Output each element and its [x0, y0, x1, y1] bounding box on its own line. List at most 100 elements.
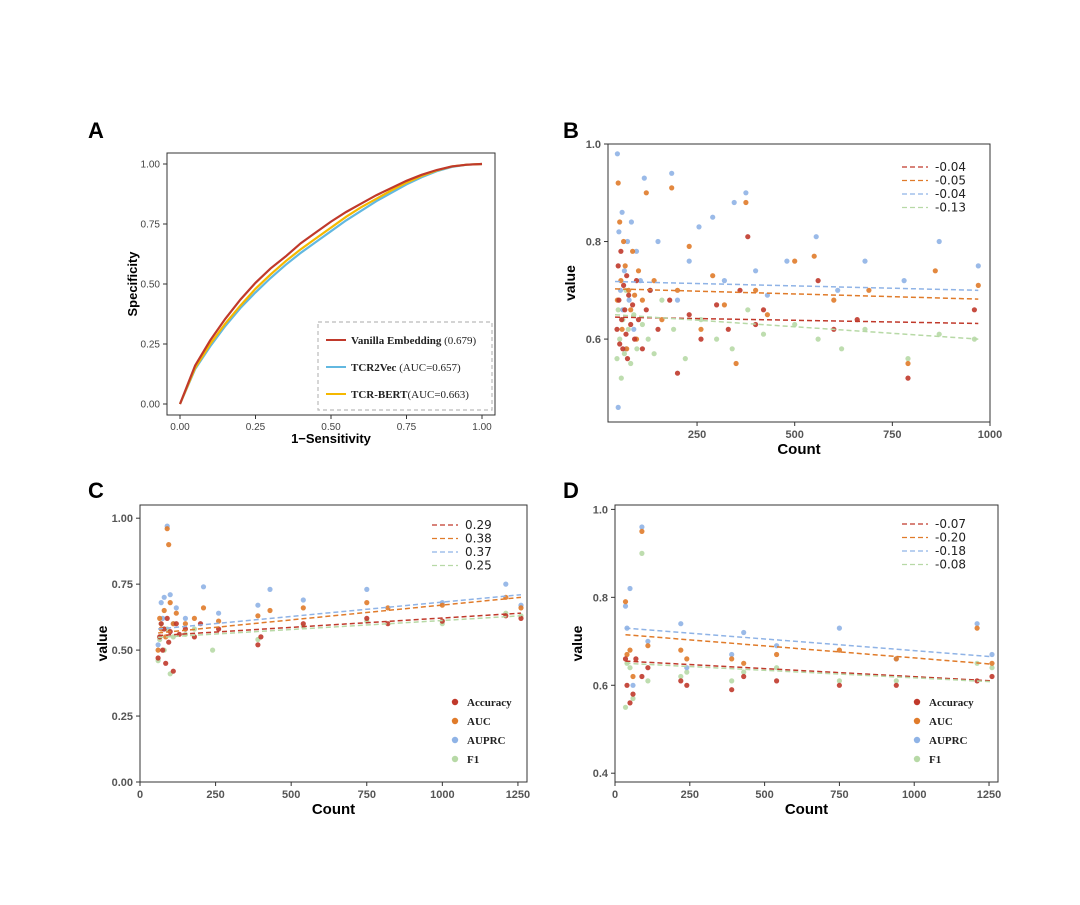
- x-tick-label: 1.00: [472, 422, 492, 433]
- data-point: [729, 687, 735, 693]
- data-point: [300, 605, 306, 611]
- coefficient-label: -0.08: [935, 558, 966, 572]
- coefficient-label: 0.25: [465, 559, 492, 573]
- data-point: [622, 656, 629, 662]
- y-tick-label: 0.75: [112, 579, 133, 591]
- data-point: [893, 678, 899, 684]
- data-point: [714, 302, 720, 308]
- data-point: [901, 278, 907, 284]
- data-point: [698, 336, 704, 342]
- data-point: [989, 673, 995, 680]
- data-point: [729, 678, 735, 684]
- data-point: [743, 190, 749, 196]
- y-tick-label: 0.50: [141, 280, 161, 291]
- x-tick-label: 1000: [430, 789, 454, 801]
- data-point: [905, 375, 911, 381]
- data-point: [619, 326, 625, 332]
- data-point: [741, 660, 747, 666]
- y-tick-label: 0.75: [141, 220, 161, 231]
- x-tick-label: 250: [681, 789, 699, 801]
- x-tick-label: 0: [612, 789, 618, 801]
- legend-series-detail: (0.679): [441, 335, 476, 347]
- data-point: [764, 312, 771, 318]
- trend-line: [615, 316, 979, 325]
- data-point: [616, 229, 622, 235]
- data-point: [893, 656, 899, 662]
- data-point: [639, 524, 645, 530]
- data-point: [155, 642, 161, 648]
- data-point: [635, 268, 642, 274]
- data-point: [836, 625, 843, 631]
- legend-marker: [913, 717, 921, 725]
- data-point: [621, 351, 628, 357]
- data-point: [686, 258, 692, 264]
- data-point: [975, 263, 981, 269]
- data-point: [615, 263, 621, 269]
- y-axis-label: value: [569, 625, 585, 661]
- data-point: [674, 287, 681, 293]
- data-point: [684, 669, 690, 675]
- data-point: [626, 297, 632, 303]
- data-point: [182, 621, 188, 627]
- data-point: [173, 621, 179, 627]
- trend-line: [625, 627, 993, 658]
- data-point: [618, 248, 624, 254]
- data-point: [989, 651, 995, 658]
- data-point: [645, 643, 651, 649]
- data-point: [811, 253, 817, 259]
- data-point: [615, 180, 621, 186]
- data-point: [161, 594, 167, 600]
- data-point: [905, 356, 911, 362]
- data-point: [622, 603, 629, 609]
- chart-a-roc: 0.00 0.25 0.50 0.75 1.00 0.00 0.25 0.50 0.75 1.00…: [125, 152, 496, 446]
- data-point: [836, 682, 843, 688]
- x-tick-label: 250: [206, 789, 224, 801]
- data-point: [155, 647, 161, 653]
- data-point: [617, 219, 623, 225]
- data-point: [866, 287, 872, 293]
- data-point: [774, 651, 780, 658]
- data-point: [839, 346, 845, 352]
- y-tick-label: 1.00: [141, 160, 161, 171]
- legend-marker: [913, 698, 921, 706]
- legend-marker: [913, 736, 921, 744]
- trend-line: [625, 660, 993, 682]
- data-point: [639, 550, 645, 557]
- data-point: [617, 341, 623, 347]
- data-point: [643, 190, 649, 196]
- data-point: [632, 292, 638, 298]
- data-point: [678, 647, 684, 653]
- data-point: [164, 615, 170, 622]
- data-point: [161, 607, 167, 614]
- data-point: [623, 331, 629, 337]
- panel-label-c: C: [88, 478, 104, 503]
- data-point: [760, 307, 767, 313]
- data-point: [645, 678, 651, 684]
- chart-c-scatter: 0 250 500 750 1000 1250 0.00 0.25 0.50 0.75 1.00 Co…: [94, 504, 530, 818]
- data-point: [831, 297, 837, 303]
- panel-label-b: B: [563, 118, 579, 143]
- data-point: [173, 610, 179, 616]
- x-tick-label: 0.50: [321, 422, 341, 433]
- legend-label: AUC: [467, 716, 491, 728]
- data-point: [627, 700, 633, 706]
- data-point: [626, 292, 632, 298]
- data-point: [632, 336, 638, 342]
- data-point: [698, 326, 704, 332]
- data-point: [792, 321, 798, 328]
- data-point: [630, 691, 636, 697]
- data-point: [616, 297, 622, 303]
- data-point: [210, 647, 216, 653]
- data-point: [258, 634, 264, 640]
- data-point: [627, 665, 633, 671]
- data-point: [216, 610, 222, 616]
- data-point: [645, 336, 651, 342]
- chart-d-scatter: 0 250 500 750 1000 1250 0.4 0.6 0.8 1.0 Count value…: [569, 504, 1001, 818]
- x-tick-label: 750: [358, 789, 376, 801]
- panel-label-d: D: [563, 478, 579, 503]
- data-point: [622, 599, 629, 605]
- data-point: [628, 321, 634, 328]
- x-axis-label: Count: [785, 801, 828, 818]
- data-point: [619, 317, 625, 323]
- data-point: [182, 615, 188, 622]
